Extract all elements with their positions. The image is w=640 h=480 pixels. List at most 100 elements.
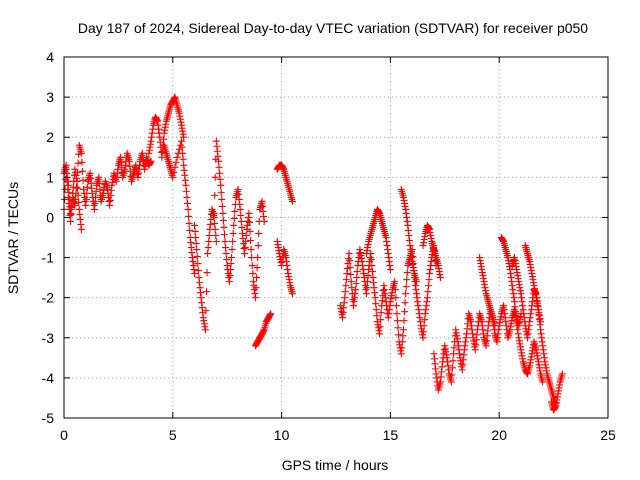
trace-point	[342, 276, 350, 284]
y-tick-label: -3	[42, 330, 55, 346]
trace-point	[402, 283, 410, 291]
data-point	[450, 350, 458, 358]
trace-point	[220, 223, 228, 231]
series-segment-9	[273, 238, 296, 298]
y-tick-label: 4	[46, 49, 54, 65]
trace-point	[95, 179, 103, 187]
trace-point	[92, 193, 100, 201]
trace-point	[249, 270, 257, 278]
trace-point	[246, 227, 254, 235]
trace-point	[211, 219, 219, 227]
data-point	[391, 278, 399, 286]
data-point	[423, 294, 431, 302]
trace-point	[211, 225, 219, 233]
trace-point	[364, 272, 372, 280]
trace-point	[222, 250, 230, 258]
data-point	[193, 246, 201, 254]
series-segment-18	[521, 242, 545, 326]
data-point	[236, 205, 244, 213]
data-point	[95, 173, 103, 181]
series-segment-19	[547, 370, 566, 414]
trace-point	[252, 284, 260, 292]
data-point	[217, 181, 225, 189]
trace-point	[92, 187, 100, 195]
trace-point	[403, 269, 411, 277]
data-point	[191, 221, 199, 229]
grid	[64, 57, 608, 418]
data-point	[173, 153, 181, 161]
trace-point	[183, 199, 191, 207]
trace-point	[68, 196, 76, 204]
y-tick-label: -4	[42, 370, 55, 386]
trace-point	[342, 282, 350, 290]
data-point	[230, 221, 238, 229]
series-segment-15	[476, 254, 499, 330]
trace-point	[217, 188, 225, 196]
trace-point	[448, 371, 456, 379]
trace-point	[227, 260, 235, 268]
data-point	[178, 137, 186, 145]
data-point	[436, 274, 444, 282]
y-axis-label: SDTVAR / TECUs	[5, 182, 21, 294]
trace-point	[449, 357, 457, 365]
trace-point	[170, 168, 178, 176]
data-point	[402, 290, 410, 298]
trace-point	[253, 274, 261, 282]
plot-frame	[63, 56, 609, 419]
trace-point	[63, 177, 71, 185]
data-point	[376, 330, 384, 338]
trace-point	[96, 185, 104, 193]
trace-point	[255, 229, 263, 237]
data-point	[221, 238, 229, 246]
data-point	[77, 225, 85, 233]
trace-point	[223, 256, 231, 264]
trace-point	[363, 284, 371, 292]
trace-point	[393, 317, 401, 325]
x-axis-label: GPS time / hours	[282, 457, 389, 473]
trace-point	[218, 202, 226, 210]
trace-point	[367, 256, 375, 264]
trace-point	[392, 294, 400, 302]
trace-point	[391, 286, 399, 294]
trace-point	[185, 212, 193, 220]
trace-point	[394, 324, 402, 332]
data-point	[69, 189, 77, 197]
y-tick-label: -5	[42, 410, 55, 426]
series-segment-4	[160, 137, 199, 278]
data-point	[247, 246, 255, 254]
series-segment-14	[430, 302, 525, 394]
data-point	[386, 266, 394, 274]
trace-point	[364, 278, 372, 286]
data-point	[537, 318, 545, 326]
trace-point	[229, 238, 237, 246]
trace-point	[226, 272, 234, 280]
data-point	[260, 217, 268, 225]
data-point	[347, 278, 355, 286]
trace-point	[68, 203, 76, 211]
trace-point	[203, 269, 211, 277]
y-tick-label: 0	[46, 209, 54, 225]
trace-point	[172, 158, 180, 166]
trace-point	[401, 299, 409, 307]
data-point	[352, 286, 360, 294]
trace-point	[191, 227, 199, 235]
series-segment-7	[251, 310, 275, 350]
data-point	[73, 177, 81, 185]
data-point	[191, 270, 199, 278]
y-tick-label: 2	[46, 129, 54, 145]
trace-point	[69, 183, 77, 191]
data-point	[204, 250, 212, 258]
trace-point	[202, 307, 210, 315]
trace-point	[205, 238, 213, 246]
trace-point	[64, 185, 72, 193]
trace-point	[205, 231, 213, 239]
trace-point	[450, 344, 458, 352]
data-point	[288, 197, 296, 205]
series-segment-12	[397, 185, 421, 286]
trace-point	[352, 280, 360, 288]
trace-point	[222, 244, 230, 252]
x-tick-label: 15	[383, 427, 399, 443]
trace-point	[246, 218, 254, 226]
trace-point	[185, 219, 193, 227]
trace-point	[186, 226, 194, 234]
